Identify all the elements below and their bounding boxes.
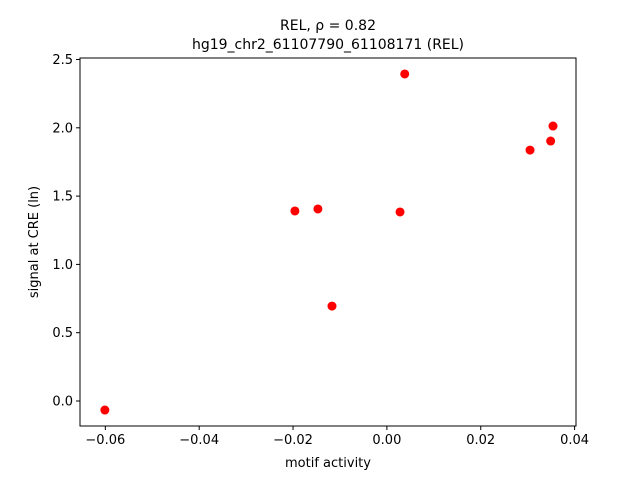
y-axis-label: signal at CRE (ln)	[27, 186, 42, 298]
x-tick-label: 0.04	[560, 433, 589, 448]
point	[548, 121, 558, 131]
point	[546, 136, 556, 146]
y-tick-label: 1.5	[52, 190, 73, 205]
point	[100, 405, 110, 415]
point	[400, 69, 410, 79]
x-tick-label: −0.02	[273, 433, 313, 448]
point	[313, 204, 323, 214]
y-tick-label: 0.0	[52, 395, 73, 410]
point	[395, 207, 405, 217]
x-tick-label: −0.06	[85, 433, 125, 448]
y-tick-label: 2.5	[52, 53, 73, 68]
x-tick-label: 0.00	[372, 433, 401, 448]
chart-subtitle: hg19_chr2_61107790_61108171 (REL)	[192, 37, 464, 53]
point	[327, 301, 337, 311]
chart-title: REL, ρ = 0.82	[280, 18, 376, 34]
x-axis-label: motif activity	[285, 456, 371, 471]
point	[290, 206, 300, 216]
x-tick-label: −0.04	[179, 433, 219, 448]
plot-frame	[79, 57, 577, 427]
y-tick-label: 1.0	[52, 258, 73, 273]
y-tick-label: 2.0	[52, 121, 73, 136]
x-tick-label: 0.02	[466, 433, 495, 448]
y-tick-label: 0.5	[52, 326, 73, 341]
point	[525, 145, 535, 155]
